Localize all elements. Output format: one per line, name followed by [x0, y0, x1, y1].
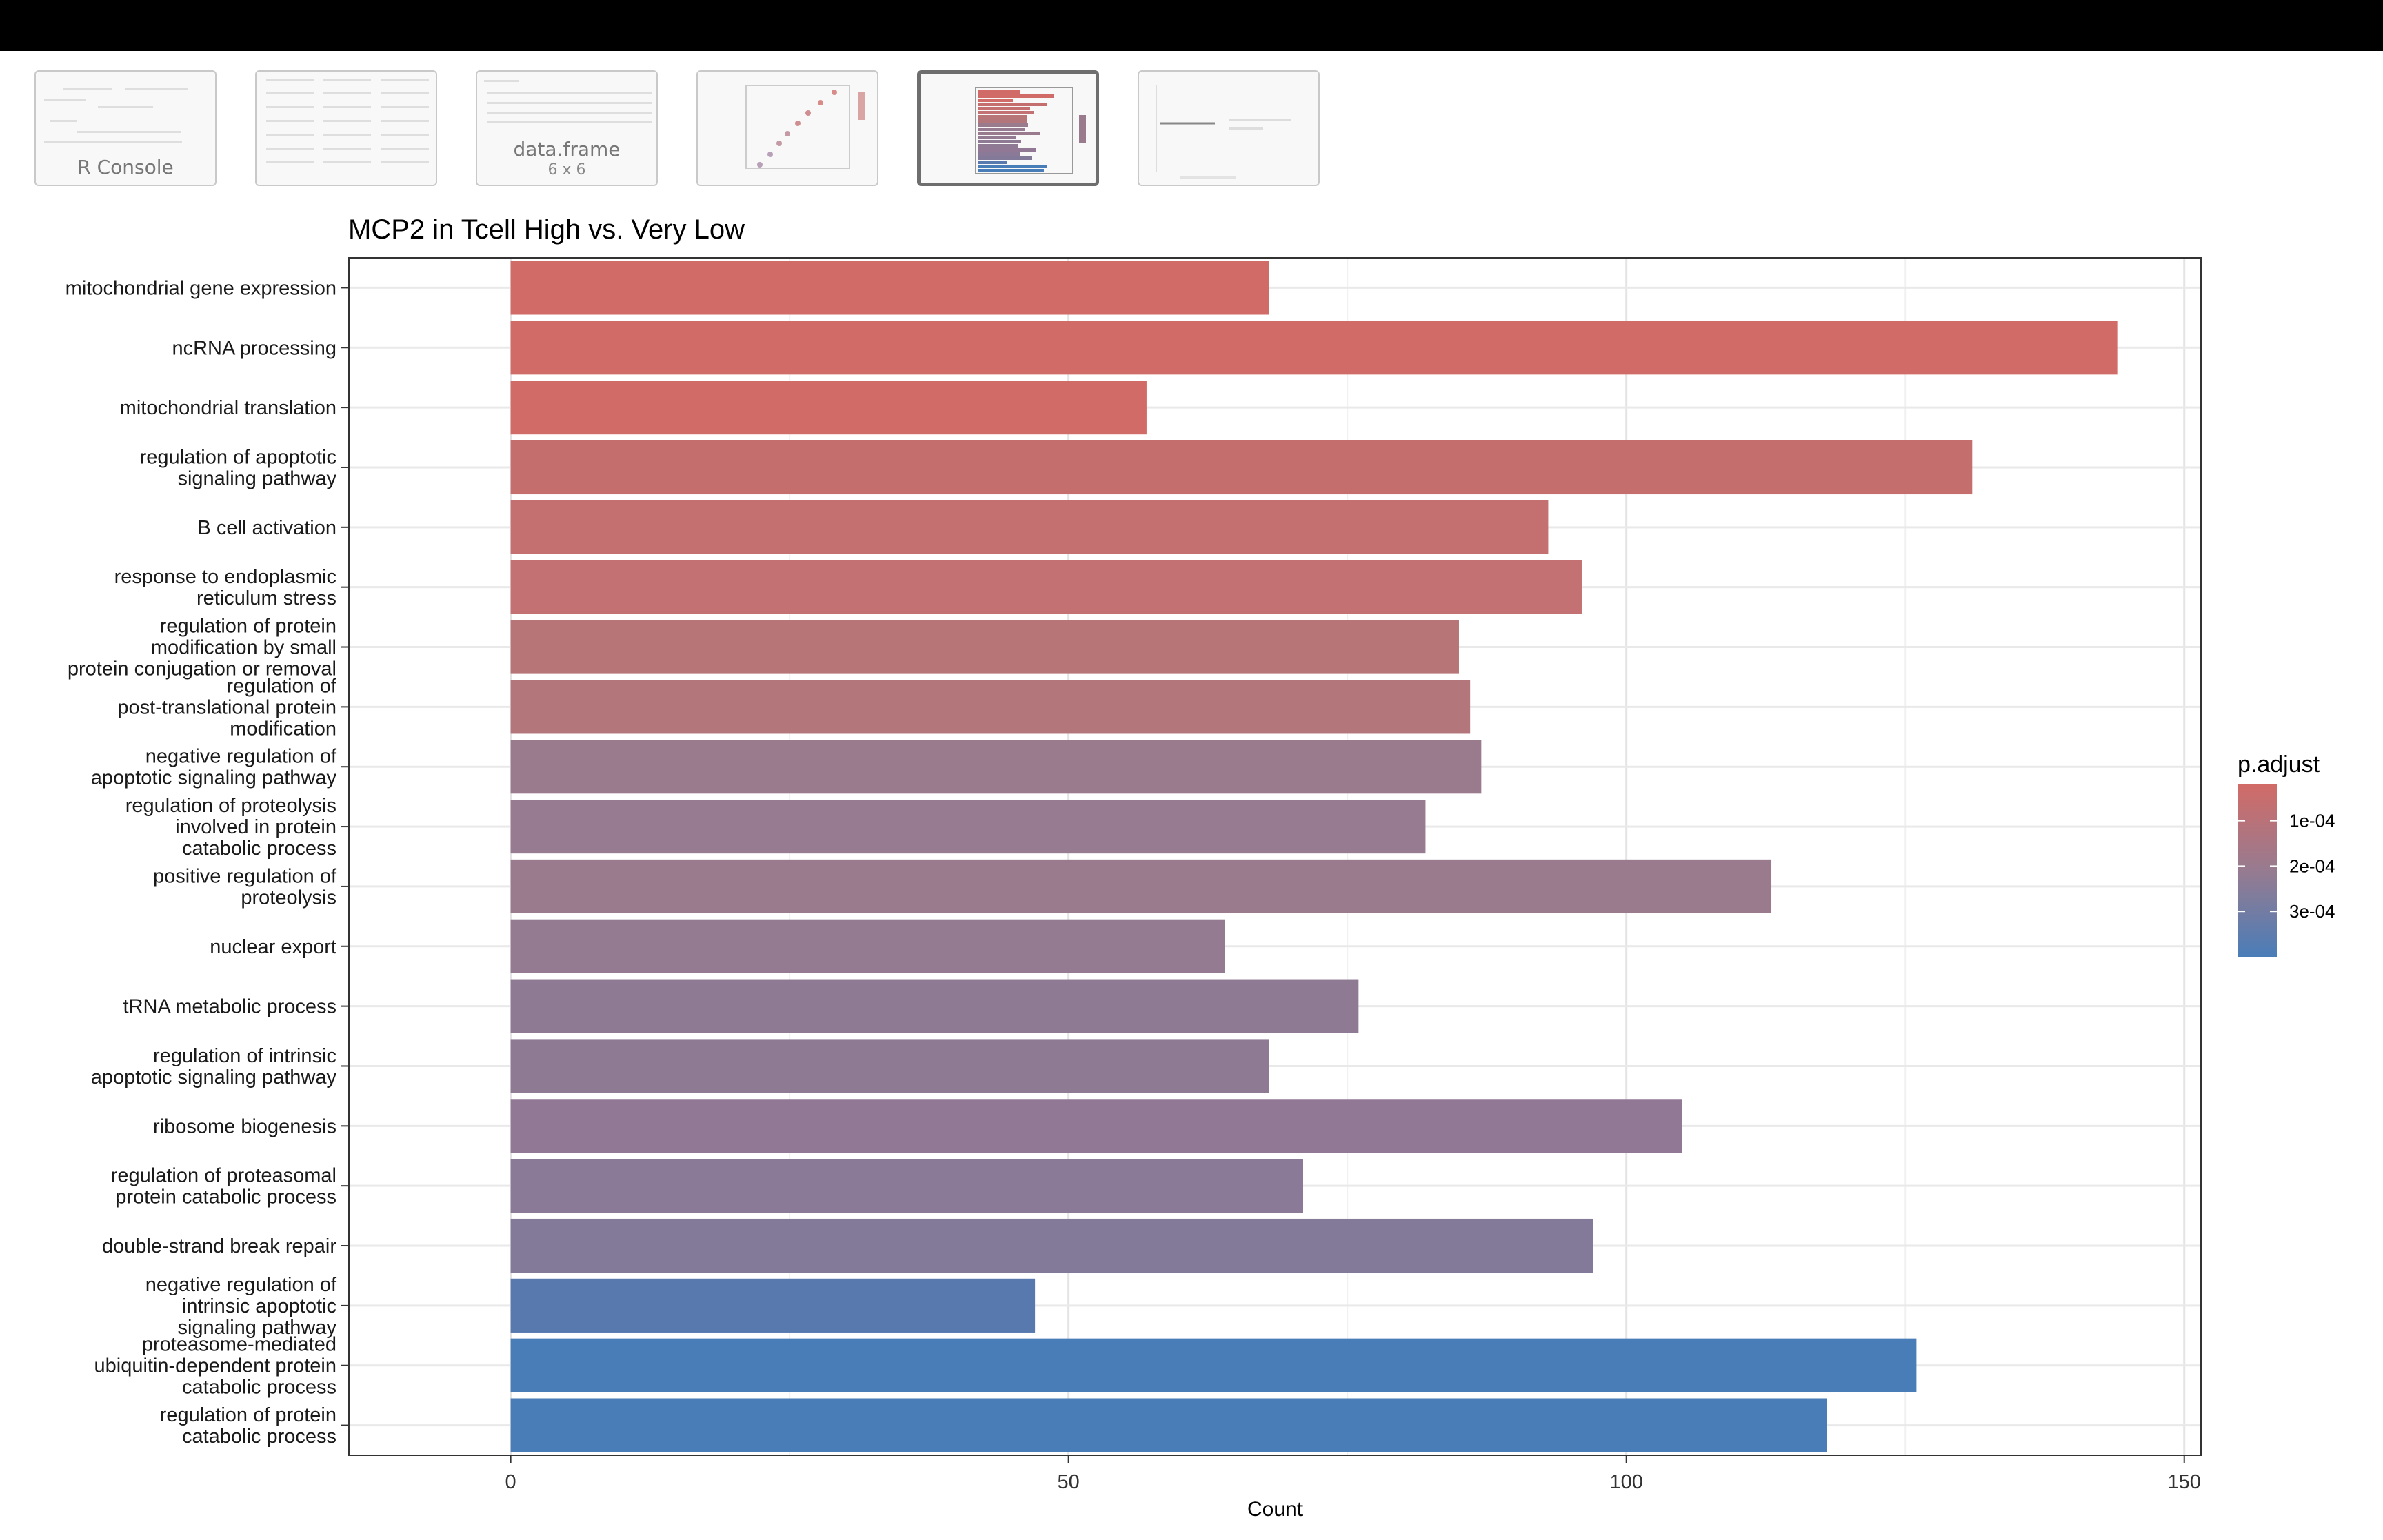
- bar: [510, 440, 1973, 495]
- lineplot-thumbnail[interactable]: [1138, 70, 1320, 186]
- bar: [510, 1099, 1682, 1153]
- data-frame-label: data.frame: [513, 138, 621, 161]
- category-label: response to endoplasmic reticulum stress: [114, 566, 336, 609]
- category-labels: mitochondrial gene expression ncRNA proce…: [66, 277, 349, 1448]
- bar: [510, 1398, 1827, 1452]
- category-label: tRNA metabolic process: [123, 996, 336, 1018]
- category-label: nuclear export: [210, 936, 336, 958]
- go-enrichment-barplot: MCP2 in Tcell High vs. Very Low mitochon…: [66, 214, 2335, 1521]
- category-label: regulation of protein catabolic process: [160, 1404, 336, 1448]
- category-label: proteasome-mediated ubiquitin-dependent p…: [94, 1334, 337, 1399]
- bar: [510, 1278, 1036, 1333]
- bar: [510, 321, 2118, 375]
- x-axis: 0 50 100 150: [505, 1455, 2201, 1493]
- category-label: mitochondrial gene expression: [66, 277, 336, 299]
- legend: p.adjust 1e-04 2e-04 3e-04: [2238, 751, 2335, 957]
- top-bar: [0, 0, 2383, 51]
- bar: [510, 1338, 1917, 1392]
- text-list-thumbnail[interactable]: [255, 70, 437, 186]
- bars: [510, 261, 2118, 1452]
- barplot-preview: [975, 87, 1086, 174]
- bar: [510, 859, 1772, 914]
- category-label: positive regulation of proteolysis: [153, 865, 337, 909]
- category-label: regulation of apoptotic signaling pathway: [140, 446, 337, 489]
- x-tick-label: 0: [505, 1471, 516, 1493]
- category-label: double-strand break repair: [102, 1235, 336, 1257]
- category-label: regulation of post-translational protein m…: [117, 675, 337, 740]
- category-label: ribosome biogenesis: [153, 1115, 336, 1137]
- grid: [349, 258, 2201, 1455]
- category-label: B cell activation: [198, 517, 337, 539]
- bar: [510, 560, 1582, 614]
- x-tick-label: 150: [2168, 1471, 2201, 1493]
- bar: [510, 799, 1426, 854]
- category-label: ncRNA processing: [172, 337, 336, 359]
- bar: [510, 979, 1359, 1033]
- x-axis-title: Count: [1247, 1498, 1303, 1521]
- legend-label: 3e-04: [2289, 901, 2335, 922]
- lineplot-preview: [1156, 85, 1291, 179]
- data-frame-dims: 6 x 6: [547, 161, 586, 179]
- dotplot-preview: [745, 85, 865, 169]
- r-console-label: R Console: [77, 156, 174, 179]
- legend-colorbar: [2238, 784, 2277, 957]
- bar: [510, 381, 1147, 435]
- legend-ticks: 1e-04 2e-04 3e-04: [2238, 811, 2335, 922]
- category-label: regulation of proteasomal protein catabol…: [111, 1165, 336, 1208]
- category-label: mitochondrial translation: [120, 397, 336, 419]
- bar: [510, 1159, 1303, 1213]
- legend-title: p.adjust: [2238, 751, 2320, 778]
- category-label: regulation of proteolysis involved in pro…: [125, 795, 336, 860]
- bar: [510, 261, 1269, 315]
- legend-label: 1e-04: [2289, 811, 2335, 831]
- barplot-thumbnail[interactable]: [917, 70, 1099, 186]
- category-label: regulation of intrinsic apoptotic signali…: [91, 1045, 337, 1088]
- bar: [510, 620, 1459, 674]
- data-frame-thumbnail[interactable]: data.frame 6 x 6: [476, 70, 658, 186]
- legend-label: 2e-04: [2289, 855, 2335, 876]
- bar: [510, 680, 1471, 734]
- dotplot-thumbnail[interactable]: [696, 70, 878, 186]
- category-label: negative regulation of intrinsic apoptoti…: [145, 1274, 337, 1339]
- chart-title: MCP2 in Tcell High vs. Very Low: [348, 214, 745, 245]
- x-tick-label: 100: [1609, 1471, 1642, 1493]
- r-console-thumbnail[interactable]: R Console: [34, 70, 217, 186]
- category-label: negative regulation of apoptotic signalin…: [91, 746, 337, 789]
- bar: [510, 1218, 1593, 1273]
- panel-border: [348, 257, 2202, 1456]
- category-label: regulation of protein modification by sma…: [68, 616, 336, 680]
- bar: [510, 740, 1482, 794]
- x-tick-label: 50: [1058, 1471, 1080, 1493]
- bar: [510, 500, 1549, 554]
- bar: [510, 1039, 1269, 1093]
- bar: [510, 919, 1225, 973]
